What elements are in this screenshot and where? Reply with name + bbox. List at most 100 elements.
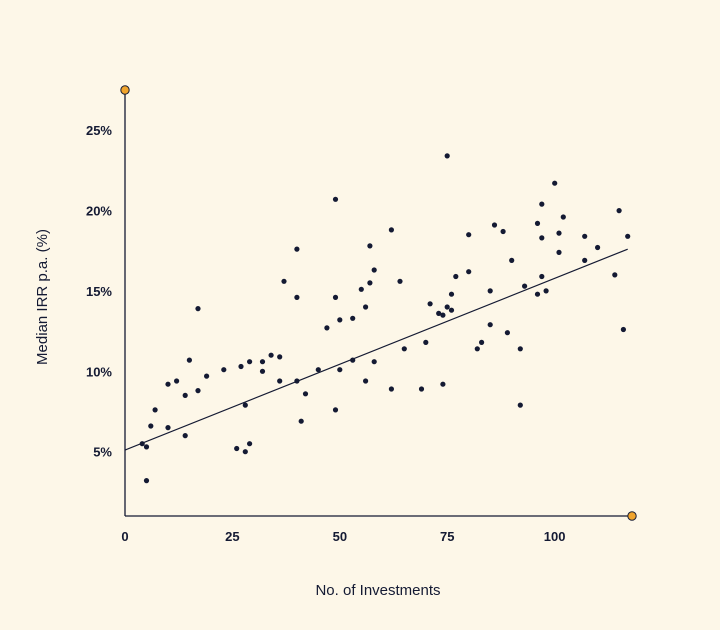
scatter-point (517, 402, 523, 408)
scatter-point (367, 243, 373, 249)
scatter-point (337, 317, 343, 323)
scatter-point (552, 180, 558, 186)
scatter-point (539, 273, 545, 280)
scatter-point (440, 312, 446, 318)
scatter-point (371, 267, 377, 273)
scatter-point (302, 391, 309, 397)
scatter-point (247, 359, 253, 365)
scatter-point (539, 201, 545, 207)
scatter-point (427, 301, 433, 307)
y-tick-label: 5% (93, 445, 112, 460)
scatter-point (474, 346, 480, 352)
scatter-point (423, 339, 429, 345)
x-tick-label: 25 (225, 529, 239, 544)
scatter-point (466, 269, 472, 275)
scatter-point (259, 368, 266, 374)
scatter-point (517, 346, 523, 352)
scatter-point (195, 306, 201, 312)
y-tick-label: 25% (86, 123, 112, 138)
scatter-point (350, 315, 356, 321)
scatter-point (268, 352, 274, 358)
scatter-point (277, 354, 283, 360)
scatter-point (242, 402, 248, 408)
scatter-point (259, 359, 266, 365)
x-axis-end-marker (627, 511, 637, 521)
scatter-point (440, 381, 446, 387)
scatter-point (234, 445, 240, 452)
scatter-point (298, 418, 304, 424)
scatter-point (152, 407, 158, 413)
scatter-point (595, 244, 601, 251)
y-tick-label: 15% (86, 284, 112, 299)
scatter-point (539, 235, 545, 241)
scatter-point (388, 227, 394, 233)
scatter-point (294, 246, 300, 252)
x-tick-label: 75 (440, 529, 454, 544)
scatter-point (182, 392, 188, 398)
scatter-point (281, 278, 287, 284)
scatter-point (453, 273, 459, 280)
y-tick-label: 20% (86, 204, 112, 219)
data-points (139, 153, 631, 484)
scatter-point (337, 367, 343, 373)
scatter-point (332, 407, 339, 413)
x-tick-label: 100 (544, 529, 566, 544)
scatter-point (238, 363, 244, 370)
scatter-point (616, 208, 622, 214)
scatter-point (371, 359, 377, 365)
scatter-point (363, 378, 369, 384)
scatter-point (204, 373, 210, 379)
scatter-point (388, 386, 394, 392)
scatter-point (148, 423, 154, 429)
scatter-point (522, 283, 528, 289)
y-axis-title: Median IRR p.a. (%) (34, 229, 51, 365)
scatter-point (436, 310, 442, 316)
scatter-point (625, 233, 631, 239)
scatter-point (582, 257, 588, 263)
scatter-point (277, 378, 283, 384)
scatter-point (448, 291, 455, 297)
scatter-point (332, 196, 339, 202)
scatter-point (582, 233, 588, 239)
scatter-point (556, 249, 562, 255)
y-axis-end-marker (120, 85, 130, 95)
y-tick-label: 10% (86, 364, 112, 379)
scatter-point (367, 280, 373, 286)
scatter-point (324, 325, 330, 331)
scatter-point (444, 304, 450, 310)
x-axis-title: No. of Investments (315, 582, 440, 599)
scatter-point (182, 433, 188, 439)
axes (120, 85, 637, 521)
scatter-point (401, 346, 407, 352)
scatter-point (491, 222, 498, 228)
scatter-point (397, 278, 403, 284)
scatter-point (418, 386, 425, 392)
scatter-point (221, 367, 227, 373)
scatter-point (556, 230, 562, 236)
scatter-point (479, 339, 485, 345)
scatter-point (195, 388, 201, 394)
scatter-point (165, 381, 171, 387)
tick-labels: 0 25 50 75 100 5% 10% 15% 20% 25% (86, 123, 566, 544)
scatter-point (247, 441, 253, 447)
scatter-point (448, 307, 455, 313)
scatter-point (466, 232, 472, 238)
scatter-point (444, 153, 450, 159)
scatter-point (165, 425, 171, 431)
scatter-point (612, 272, 618, 278)
scatter-point (143, 478, 150, 484)
scatter-point (332, 294, 339, 300)
scatter-point (543, 288, 549, 294)
trendline-group (124, 248, 628, 451)
scatter-point (504, 330, 510, 336)
scatter-point (500, 228, 506, 235)
scatter-point (174, 378, 180, 384)
scatter-point (294, 294, 300, 300)
x-tick-label: 0 (121, 529, 128, 544)
scatter-point (620, 326, 627, 333)
scatter-point (487, 288, 493, 294)
scatter-point (315, 367, 321, 373)
scatter-point (534, 291, 541, 297)
